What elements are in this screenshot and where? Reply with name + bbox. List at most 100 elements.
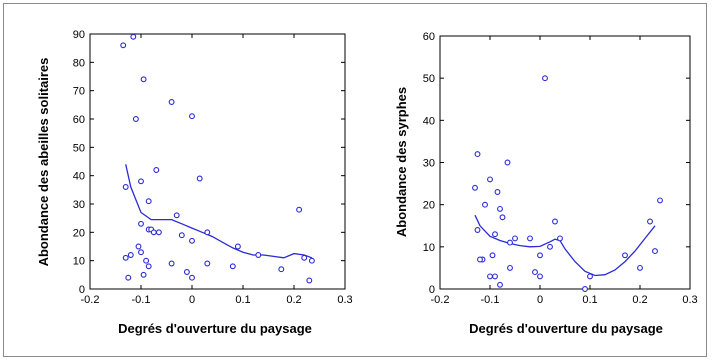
data-point-syrphes (487, 273, 493, 280)
data-point-abeilles (308, 257, 315, 264)
y-tick-label-abeilles: 10 (73, 256, 85, 268)
y-tick-label-abeilles: 80 (73, 57, 85, 69)
data-point-syrphes (537, 252, 543, 259)
y-axis-syrphes: 0 10 20 30 40 50 60 (423, 31, 690, 296)
y-tick-label-syrphes: 30 (423, 158, 435, 170)
data-point-abeilles (306, 277, 313, 284)
data-point-syrphes (482, 201, 488, 208)
data-point-syrphes (537, 273, 543, 280)
data-point-syrphes (472, 184, 478, 191)
x-tick-label-syrphes: 0.1 (582, 294, 597, 306)
data-point-syrphes (497, 205, 503, 212)
data-point-abeilles (189, 113, 195, 120)
y-tick-label-abeilles: 20 (73, 227, 85, 239)
data-point-syrphes (622, 252, 628, 259)
y-tick-label-abeilles: 30 (73, 199, 85, 211)
data-point-syrphes (587, 273, 593, 280)
data-point-abeilles (138, 220, 144, 227)
data-point-abeilles (178, 232, 185, 239)
x-tick-label-abeilles: 0.2 (286, 294, 301, 306)
data-point-abeilles (234, 243, 241, 250)
y-tick-label-syrphes: 50 (423, 73, 435, 85)
data-point-abeilles (143, 257, 150, 264)
data-point-syrphes (492, 273, 498, 280)
data-point-abeilles (204, 260, 211, 267)
data-point-syrphes (504, 159, 511, 166)
data-point-syrphes (552, 218, 558, 225)
data-point-syrphes (542, 75, 548, 82)
data-point-abeilles (145, 263, 152, 270)
data-point-syrphes (494, 189, 501, 195)
y-tick-label-abeilles: 0 (79, 284, 85, 296)
data-point-syrphes (477, 256, 483, 263)
data-point-syrphes (637, 264, 643, 271)
data-point-syrphes (474, 151, 481, 158)
data-point-abeilles (132, 116, 139, 122)
data-point-abeilles (296, 206, 303, 213)
y-tick-label-syrphes: 0 (429, 284, 435, 296)
y-tick-label-syrphes: 10 (423, 242, 435, 254)
x-axis-title-syrphes: Degrés d'ouverture du paysage (469, 321, 663, 336)
data-point-syrphes (532, 269, 538, 276)
data-point-abeilles (140, 271, 147, 278)
data-point-abeilles (196, 175, 203, 182)
y-tick-label-syrphes: 60 (423, 31, 435, 43)
y-tick-label-abeilles: 50 (73, 142, 85, 154)
data-point-syrphes (474, 227, 481, 233)
chart-syrphes: 0 10 20 30 40 50 60 -0.2 -0.1 0 0.1 0.2 0.3 Degrés … (394, 31, 698, 336)
data-point-syrphes (507, 264, 513, 271)
x-tick-label-abeilles: 0.1 (235, 294, 250, 306)
data-point-abeilles (138, 249, 144, 256)
data-point-abeilles (189, 274, 195, 281)
data-point-abeilles (130, 33, 137, 40)
data-point-syrphes (499, 214, 506, 221)
points-layer-abeilles (120, 33, 315, 284)
data-point-abeilles (153, 167, 160, 173)
trend-layer-abeilles (125, 164, 313, 259)
data-point-abeilles (125, 274, 132, 281)
plot-area-abeilles (89, 33, 346, 290)
data-point-abeilles (138, 178, 144, 185)
data-point-abeilles (120, 42, 127, 49)
trend-line-abeilles (125, 164, 313, 259)
y-tick-label-abeilles: 60 (73, 114, 85, 126)
data-point-abeilles (229, 263, 236, 270)
data-point-syrphes (652, 248, 658, 255)
data-point-abeilles (168, 99, 175, 105)
data-point-abeilles (183, 269, 190, 275)
plot-area-syrphes (439, 35, 691, 290)
data-point-syrphes (657, 197, 663, 204)
data-point-syrphes (497, 281, 503, 288)
data-point-abeilles (278, 266, 285, 273)
data-point-abeilles (173, 212, 180, 219)
x-tick-label-syrphes: -0.1 (481, 294, 500, 306)
data-point-syrphes (507, 239, 513, 246)
data-point-abeilles (122, 184, 129, 190)
data-point-syrphes (547, 243, 553, 250)
y-tick-label-abeilles: 90 (73, 29, 85, 41)
x-tick-label-abeilles: 0.3 (337, 294, 352, 306)
data-point-abeilles (140, 76, 147, 83)
data-point-abeilles (135, 243, 142, 250)
x-tick-label-syrphes: 0.2 (632, 294, 647, 306)
x-tick-label-abeilles: -0.1 (132, 294, 151, 306)
x-tick-label-syrphes: -0.2 (431, 294, 450, 306)
data-point-syrphes (512, 235, 518, 242)
data-point-abeilles (301, 254, 308, 261)
figure-frame (3, 3, 707, 357)
data-point-abeilles (145, 198, 152, 205)
y-tick-label-syrphes: 40 (423, 115, 435, 127)
x-tick-label-abeilles: -0.2 (81, 294, 100, 306)
points-layer-syrphes (472, 75, 663, 292)
x-axis-title-abeilles: Degrés d'ouverture du paysage (118, 321, 312, 336)
x-tick-label-abeilles: 0 (189, 294, 195, 306)
data-point-syrphes (527, 235, 533, 242)
data-point-syrphes (492, 231, 498, 238)
x-tick-label-syrphes: 0.3 (682, 294, 697, 306)
x-axis-abeilles: -0.2 -0.1 0 0.1 0.2 0.3 (81, 34, 353, 306)
x-tick-label-syrphes: 0 (537, 294, 543, 306)
data-point-syrphes (557, 235, 563, 242)
y-axis-title-syrphes: Abondance des syrphes (394, 87, 409, 237)
data-point-abeilles (122, 254, 129, 261)
y-axis-title-abeilles: Abondance des abeilles solitaires (36, 58, 51, 267)
